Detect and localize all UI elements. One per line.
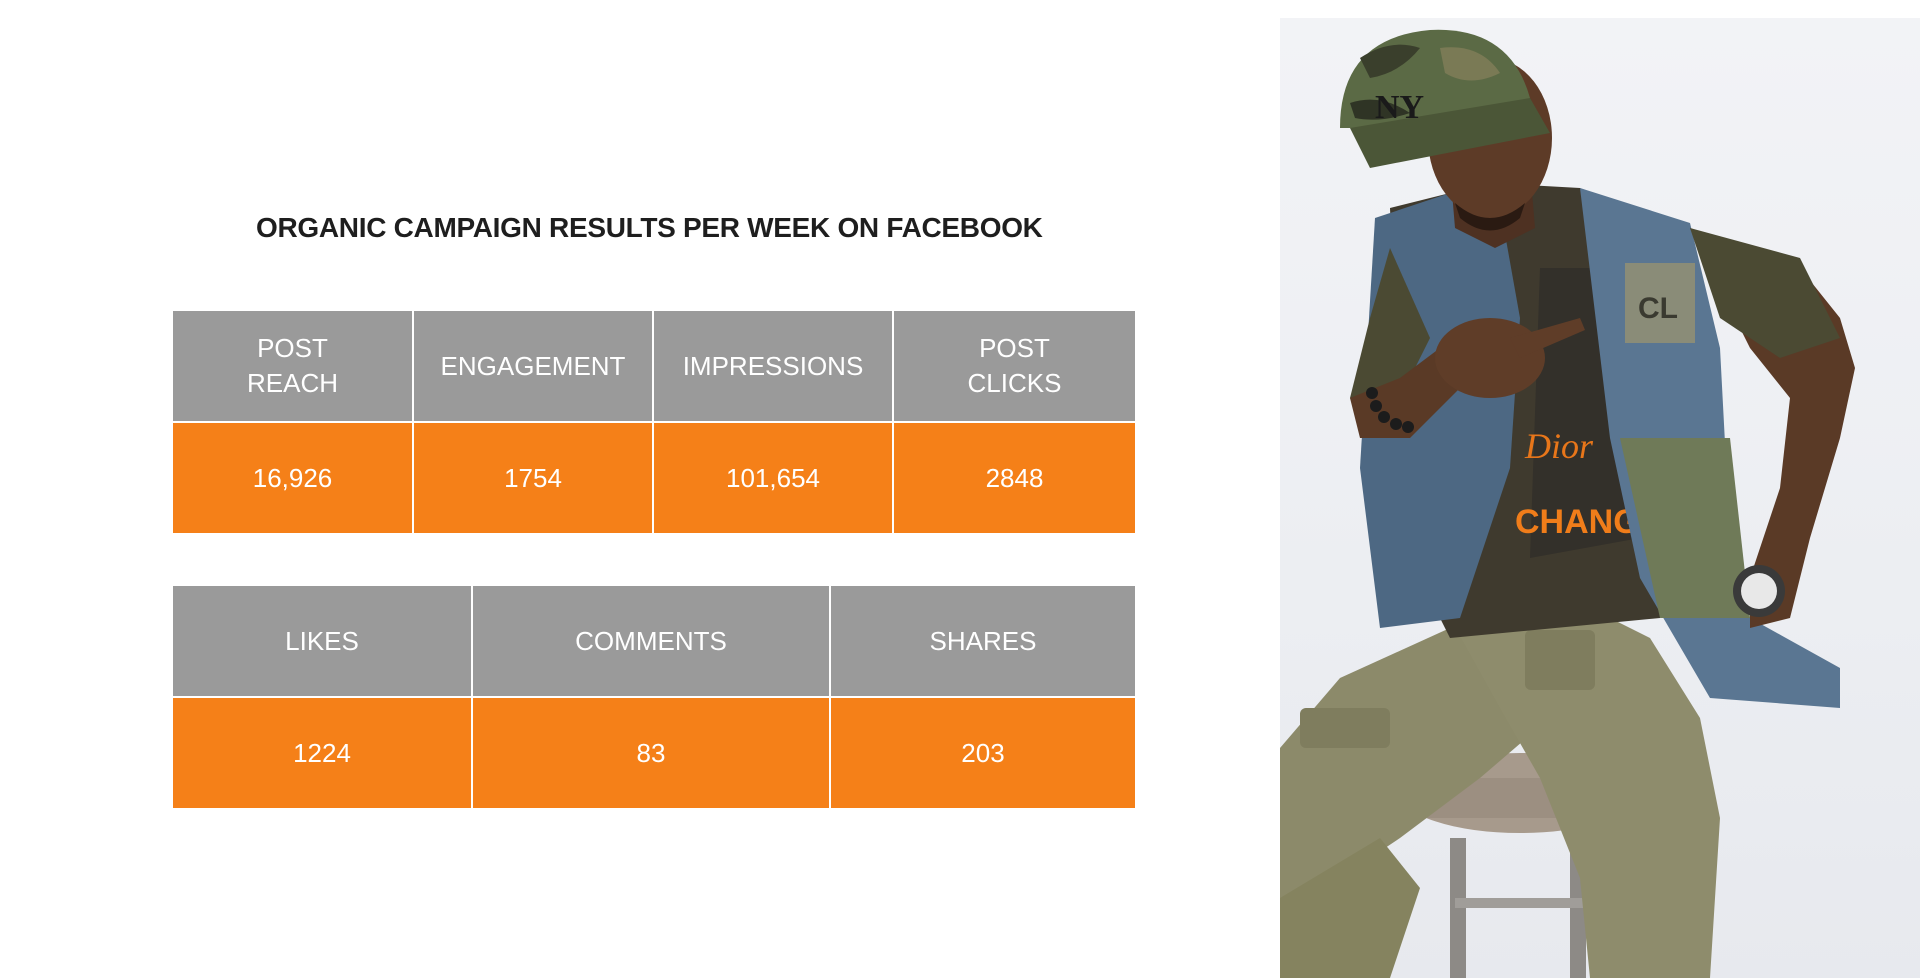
header-engagement: ENGAGEMENT [412,309,654,423]
cap-logo: NY [1375,89,1424,126]
table-header-row: LIKES COMMENTS SHARES [171,584,1137,698]
table-value-row: 16,926 1754 101,654 2848 [171,421,1137,535]
vest-patch-text: CL [1638,292,1678,325]
value-post-clicks: 2848 [892,421,1137,535]
header-comments: COMMENTS [471,584,831,698]
value-likes: 1224 [171,696,473,810]
pointing-hand [1435,318,1545,398]
post-clicks-line1: POST [979,333,1050,363]
header-post-clicks: POST CLICKS [892,309,1137,423]
header-post-reach: POST REACH [171,309,414,423]
shirt-graphic-script: Dior [1524,426,1594,466]
value-engagement: 1754 [412,421,654,535]
facebook-stats-table-1: POST REACH ENGAGEMENT IMPRESSIONS POST CLI… [171,309,1137,535]
right-arm-shape [1690,228,1855,628]
camo-cap: NY [1340,29,1550,168]
header-likes: LIKES [171,584,473,698]
slide-title: ORGANIC CAMPAIGN RESULTS PER WEEK ON FAC… [256,212,1043,243]
artist-photo: CHANGE Dior CL [1280,18,1920,978]
bead-bracelet [1366,387,1414,433]
post-clicks-line2: CLICKS [967,368,1062,398]
artist-illustration: CHANGE Dior CL [1280,29,1855,978]
post-reach-line2: REACH [246,368,338,398]
table-header-row: POST REACH ENGAGEMENT IMPRESSIONS POST CLI… [171,309,1137,423]
header-shares: SHARES [829,584,1137,698]
pants-shape [1280,603,1720,978]
value-shares: 203 [829,696,1137,810]
facebook-stats-table-2: LIKES COMMENTS SHARES 1224 83 203 [171,584,1137,810]
value-impressions: 101,654 [652,421,894,535]
table-value-row: 1224 83 203 [171,696,1137,810]
value-post-reach: 16,926 [171,421,414,535]
pointing-arm-shape [1350,248,1585,438]
post-reach-line1: POST [257,333,328,363]
vest-patch [1625,263,1695,343]
header-impressions: IMPRESSIONS [652,309,894,423]
value-comments: 83 [471,696,831,810]
